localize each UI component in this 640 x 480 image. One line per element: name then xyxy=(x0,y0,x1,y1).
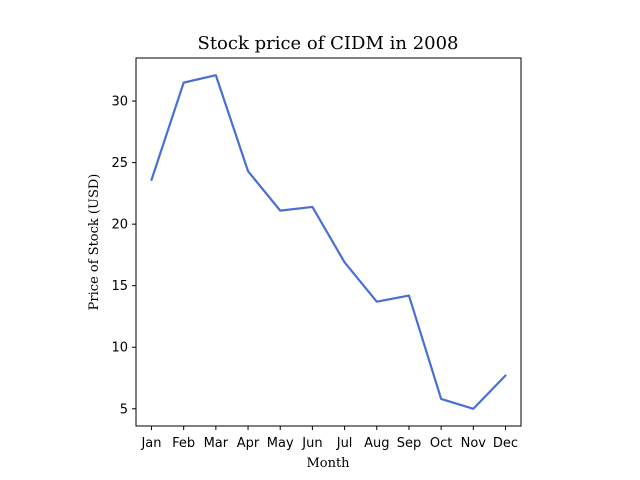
x-tick-label: Jun xyxy=(301,436,322,451)
y-tick-label: 10 xyxy=(111,341,128,356)
x-tick-label: Apr xyxy=(237,436,260,451)
y-tick-label: 5 xyxy=(120,402,128,417)
y-tick-label: 15 xyxy=(111,279,128,294)
y-axis-label: Price of Stock (USD) xyxy=(87,174,102,311)
plot-area-frame xyxy=(135,57,522,427)
x-tick-label: Aug xyxy=(364,436,389,451)
x-tick-label: Oct xyxy=(430,436,452,451)
x-tick-label: Feb xyxy=(172,436,195,451)
y-tick-label: 25 xyxy=(111,156,128,171)
series-layer xyxy=(150,74,507,410)
x-tick-label: Dec xyxy=(493,436,518,451)
y-tick-label: 30 xyxy=(111,95,128,110)
x-axis: Jan Feb Mar Apr May Jun Jul Aug Sep Oct Nov Dec xyxy=(140,426,518,451)
y-tick-label: 20 xyxy=(111,218,128,233)
x-axis-label: Month xyxy=(306,456,350,471)
x-tick-label: May xyxy=(267,436,294,451)
chart-title: Stock price of CIDM in 2008 xyxy=(197,33,458,54)
x-tick-label: Mar xyxy=(204,436,229,451)
series-line xyxy=(150,74,507,410)
x-tick-label: Nov xyxy=(461,436,487,451)
x-tick-label: Jan xyxy=(140,436,161,451)
x-tick-label: Jul xyxy=(336,436,353,451)
x-tick-label: Sep xyxy=(397,436,422,451)
y-axis: 5 10 15 20 25 30 xyxy=(111,95,136,417)
